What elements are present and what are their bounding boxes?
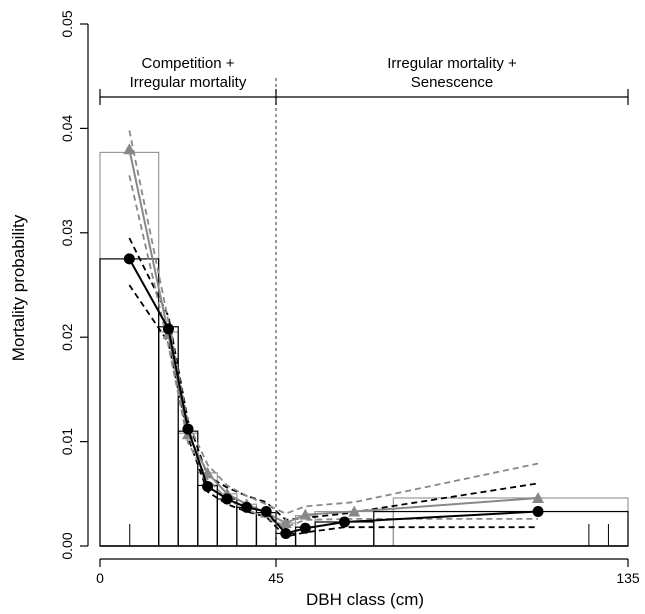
y-tick-label: 0.05: [59, 10, 75, 37]
plot-area: Competition + Irregular mortality Irregula…: [99, 55, 629, 547]
y-tick-label: 0.01: [59, 428, 75, 455]
y-axis: 0.00 0.01 0.02 0.03 0.04 0.05: [59, 10, 89, 560]
data-point: [221, 493, 233, 505]
data-point: [123, 253, 135, 265]
data-point: [280, 527, 292, 539]
histogram-bar: [314, 510, 394, 547]
data-point: [241, 501, 253, 513]
histogram-bar: [255, 511, 277, 547]
histogram-bar: [99, 258, 160, 547]
data-point: [260, 506, 272, 518]
ci-upper-line: [128, 130, 539, 515]
data-point: [202, 480, 214, 492]
data-point: [348, 505, 361, 517]
x-tick-label: 0: [96, 570, 104, 586]
data-point: [532, 506, 544, 518]
data-point: [279, 517, 292, 529]
data-point: [182, 423, 194, 435]
y-tick-label: 0.00: [59, 532, 75, 559]
annotation-text: Irregular mortality: [130, 74, 247, 91]
data-point: [299, 508, 312, 520]
data-point: [299, 522, 311, 534]
ci-upper-line: [128, 237, 539, 521]
data-point: [123, 143, 136, 155]
ci-lower-line: [128, 284, 539, 538]
series-line: [128, 258, 539, 535]
data-point: [162, 323, 174, 335]
y-axis-label: Mortality probability: [9, 214, 28, 361]
y-tick-label: 0.02: [59, 323, 75, 350]
x-axis-label: DBH class (cm): [306, 590, 424, 609]
x-tick-label: 45: [268, 570, 284, 586]
y-tick-label: 0.04: [59, 115, 75, 142]
histogram-bar: [255, 511, 277, 547]
data-point: [338, 516, 350, 528]
x-axis: 0 45 135: [96, 558, 640, 586]
annotation-text: Irregular mortality +: [387, 55, 517, 72]
ci-lower-line: [128, 175, 539, 529]
series-line: [128, 149, 539, 525]
histogram-bar: [373, 510, 629, 547]
annotation-text: Competition +: [142, 55, 235, 72]
histogram-bar: [99, 151, 160, 547]
histogram-bar: [197, 484, 218, 547]
data-point: [532, 491, 545, 503]
annotation-text: Senescence: [411, 74, 494, 91]
y-tick-label: 0.03: [59, 219, 75, 246]
x-tick-label: 135: [616, 570, 640, 586]
